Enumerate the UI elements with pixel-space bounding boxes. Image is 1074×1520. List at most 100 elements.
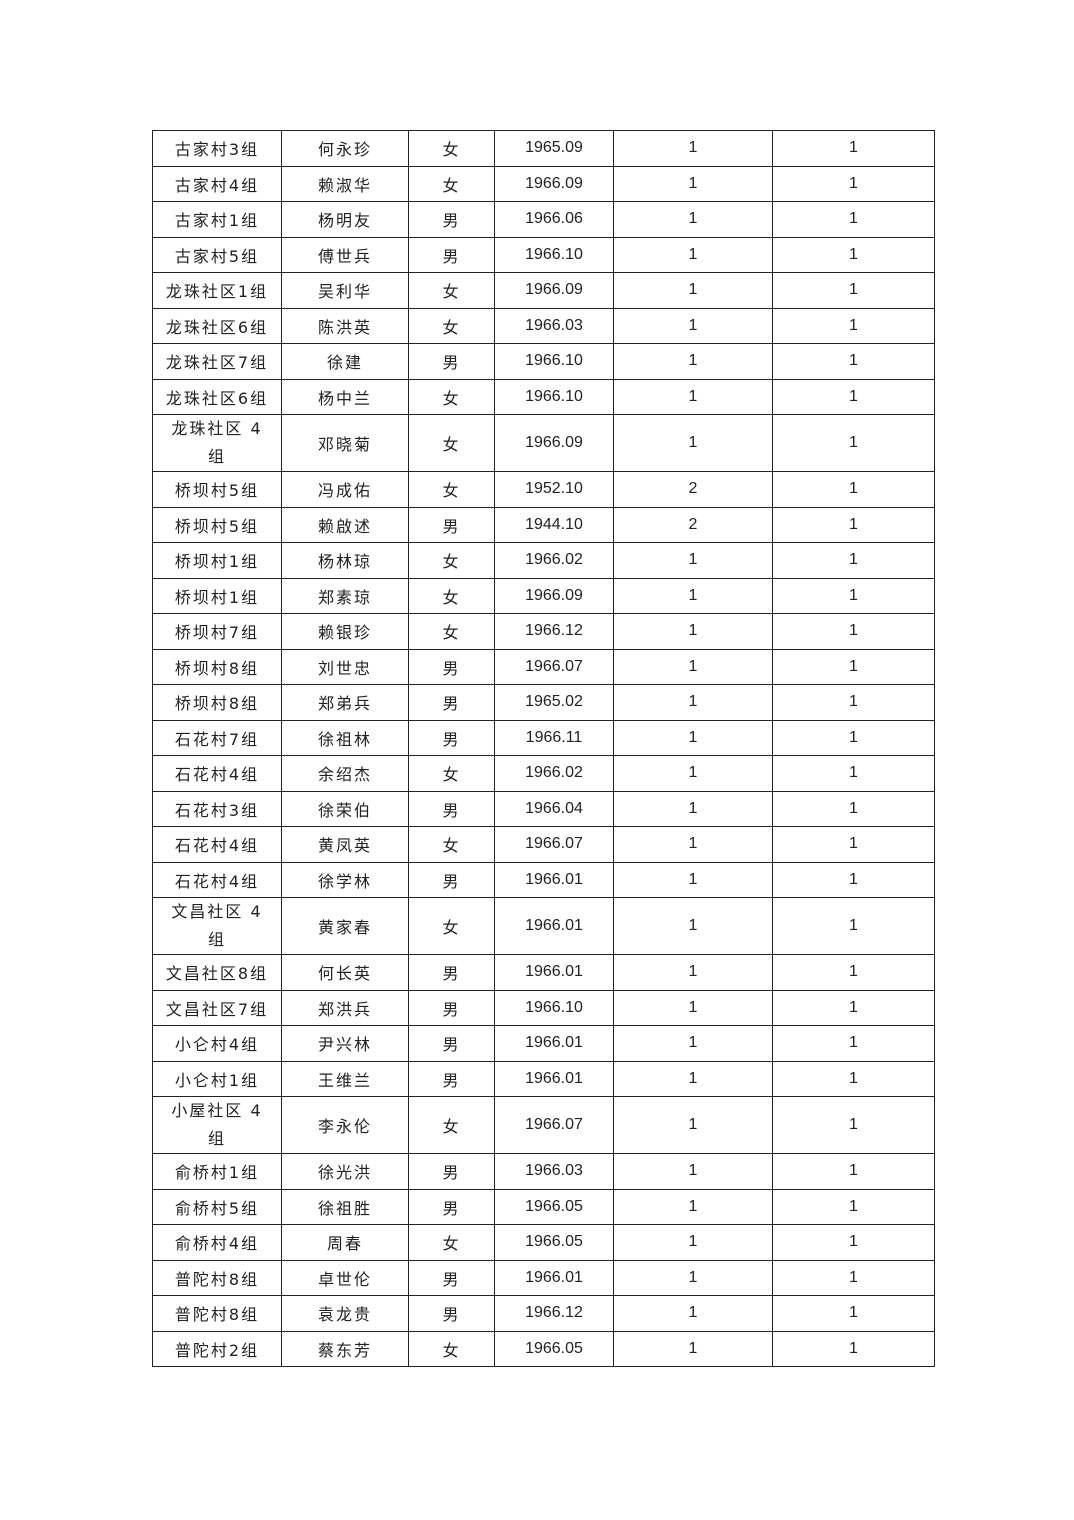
gender-cell: 男 — [408, 954, 495, 991]
place-cell: 俞桥村1组 — [152, 1153, 282, 1190]
gender-cell: 女 — [408, 378, 495, 415]
table-row: 龙珠社区7组 徐建男 1966.10 1 1 — [152, 343, 935, 380]
count-cell-2: 1 — [772, 1153, 935, 1190]
table-row: 桥坝村1组 杨林琼女 1966.02 1 1 — [152, 542, 935, 579]
gender-cell: 女 — [408, 1224, 495, 1261]
count-cell-2: 1 — [772, 1188, 935, 1225]
place-cell: 桥坝村8组 — [152, 648, 282, 685]
gender-cell: 男 — [408, 861, 495, 898]
gender-cell: 男 — [408, 1295, 495, 1332]
name-cell: 郑素琼 — [281, 577, 409, 614]
gender-cell: 男 — [408, 201, 495, 238]
table-row: 文昌社区7组 郑洪兵男 1966.10 1 1 — [152, 989, 935, 1026]
table-row: 龙珠社区6组 杨中兰女 1966.10 1 1 — [152, 378, 935, 415]
place-cell: 石花村4组 — [152, 861, 282, 898]
name-cell: 周春 — [281, 1224, 409, 1261]
count-cell-1: 1 — [613, 719, 773, 756]
count-cell-1: 1 — [613, 1224, 773, 1261]
place-cell: 古家村4组 — [152, 165, 282, 202]
count-cell-1: 2 — [613, 471, 773, 508]
count-cell-1: 1 — [613, 1188, 773, 1225]
date-cell: 1966.12 — [494, 613, 614, 650]
count-cell-1: 1 — [613, 378, 773, 415]
gender-cell: 男 — [408, 1188, 495, 1225]
name-cell: 袁龙贵 — [281, 1295, 409, 1332]
table-row: 桥坝村5组 冯成佑女 1952.10 2 1 — [152, 471, 935, 508]
date-cell: 1966.10 — [494, 343, 614, 380]
gender-cell: 男 — [408, 236, 495, 273]
count-cell-1: 1 — [613, 1295, 773, 1332]
date-cell: 1965.09 — [494, 130, 614, 167]
gender-cell: 男 — [408, 1060, 495, 1097]
count-cell-1: 1 — [613, 414, 773, 472]
date-cell: 1966.12 — [494, 1295, 614, 1332]
date-cell: 1966.04 — [494, 790, 614, 827]
count-cell-2: 1 — [772, 1096, 935, 1154]
name-cell: 郑洪兵 — [281, 989, 409, 1026]
count-cell-2: 1 — [772, 648, 935, 685]
place-cell: 古家村1组 — [152, 201, 282, 238]
date-cell: 1966.03 — [494, 307, 614, 344]
name-cell: 李永伦 — [281, 1096, 409, 1154]
count-cell-2: 1 — [772, 165, 935, 202]
table-row: 石花村4组 黄凤英女 1966.07 1 1 — [152, 826, 935, 863]
date-cell: 1966.03 — [494, 1153, 614, 1190]
place-text: 龙珠社区 4 组 — [171, 419, 263, 466]
name-cell: 杨林琼 — [281, 542, 409, 579]
date-cell: 1966.09 — [494, 165, 614, 202]
place-cell: 普陀村8组 — [152, 1259, 282, 1296]
count-cell-1: 1 — [613, 1025, 773, 1062]
date-cell: 1966.01 — [494, 1060, 614, 1097]
gender-cell: 男 — [408, 1153, 495, 1190]
place-cell: 桥坝村5组 — [152, 506, 282, 543]
name-cell: 赖啟述 — [281, 506, 409, 543]
count-cell-1: 1 — [613, 989, 773, 1026]
gender-cell: 男 — [408, 1025, 495, 1062]
table-row: 普陀村2组 蔡东芳女 1966.05 1 1 — [152, 1330, 935, 1367]
count-cell-2: 1 — [772, 861, 935, 898]
count-cell-1: 1 — [613, 542, 773, 579]
count-cell-2: 1 — [772, 613, 935, 650]
count-cell-2: 1 — [772, 201, 935, 238]
count-cell-1: 1 — [613, 684, 773, 721]
gender-cell: 女 — [408, 542, 495, 579]
place-cell: 龙珠社区1组 — [152, 272, 282, 309]
count-cell-2: 1 — [772, 343, 935, 380]
table-row: 龙珠社区6组 陈洪英女 1966.03 1 1 — [152, 307, 935, 344]
table-row: 古家村4组 赖淑华女 1966.09 1 1 — [152, 165, 935, 202]
gender-cell: 男 — [408, 790, 495, 827]
count-cell-2: 1 — [772, 272, 935, 309]
name-cell: 杨明友 — [281, 201, 409, 238]
place-cell: 俞桥村4组 — [152, 1224, 282, 1261]
name-cell: 徐祖林 — [281, 719, 409, 756]
count-cell-1: 1 — [613, 272, 773, 309]
count-cell-1: 1 — [613, 307, 773, 344]
name-cell: 黄家春 — [281, 897, 409, 955]
table-body: 古家村3组 何永珍女 1965.09 1 1 古家村4组 赖淑华女 1966.09 1 1 古家村1… — [152, 130, 935, 1367]
date-cell: 1966.01 — [494, 861, 614, 898]
place-cell: 桥坝村7组 — [152, 613, 282, 650]
date-cell: 1944.10 — [494, 506, 614, 543]
count-cell-2: 1 — [772, 414, 935, 472]
gender-cell: 男 — [408, 684, 495, 721]
place-cell: 龙珠社区 4 组 — [152, 414, 282, 472]
place-cell: 桥坝村1组 — [152, 542, 282, 579]
count-cell-2: 1 — [772, 1060, 935, 1097]
table-row: 俞桥村5组 徐祖胜男 1966.05 1 1 — [152, 1188, 935, 1225]
count-cell-1: 2 — [613, 506, 773, 543]
table-row: 石花村4组 徐学林男 1966.01 1 1 — [152, 861, 935, 898]
count-cell-1: 1 — [613, 648, 773, 685]
count-cell-2: 1 — [772, 1025, 935, 1062]
count-cell-1: 1 — [613, 1060, 773, 1097]
place-cell: 桥坝村5组 — [152, 471, 282, 508]
name-cell: 徐荣伯 — [281, 790, 409, 827]
place-cell: 普陀村8组 — [152, 1295, 282, 1332]
table-row: 文昌社区 4 组黄家春女 1966.01 1 1 — [152, 897, 935, 955]
name-cell: 尹兴林 — [281, 1025, 409, 1062]
gender-cell: 女 — [408, 1096, 495, 1154]
date-cell: 1966.10 — [494, 378, 614, 415]
gender-cell: 男 — [408, 506, 495, 543]
table-row: 文昌社区8组 何长英男 1966.01 1 1 — [152, 954, 935, 991]
place-cell: 小仑村1组 — [152, 1060, 282, 1097]
name-cell: 傅世兵 — [281, 236, 409, 273]
